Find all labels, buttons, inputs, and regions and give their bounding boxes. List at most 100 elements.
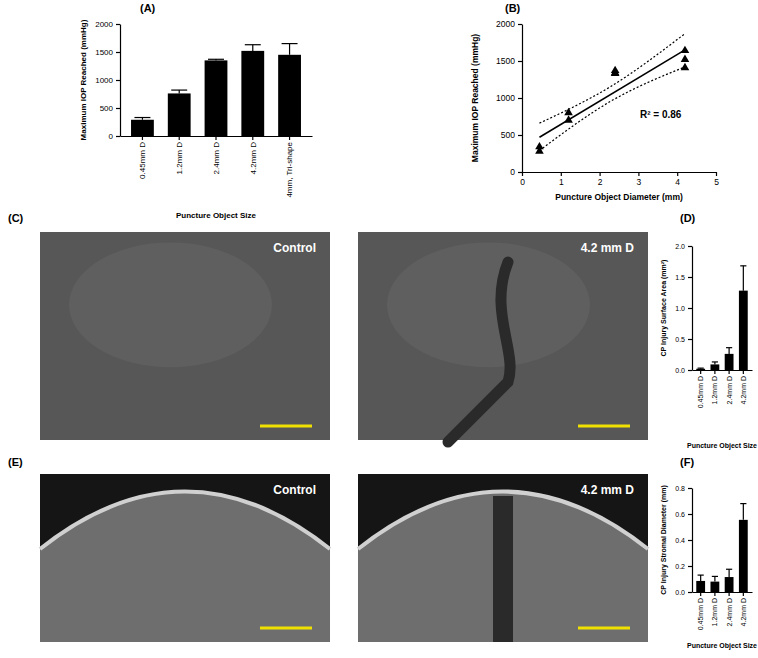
tick-mark (714, 370, 715, 374)
tick-label: 0.5 (675, 336, 685, 343)
plot-area (131, 44, 301, 136)
tick-label: 1.5 (675, 274, 685, 281)
y-axis-title: Maximum IOP Reached (mmHg) (470, 34, 480, 162)
tick-label: 0.8 (675, 485, 685, 492)
image-shading (387, 242, 590, 367)
error-bar (282, 44, 298, 55)
tick-mark (688, 308, 692, 309)
tick-label: 1.2mm D (711, 376, 718, 404)
error-stem (743, 504, 744, 520)
confidence-band (539, 34, 685, 124)
error-bar (712, 576, 718, 581)
x-axis: 0.45mm D1.2mm D2.4mm D4.2mm D (693, 370, 753, 408)
plot-area (696, 266, 747, 370)
tick-mark (677, 172, 678, 176)
x-axis: 012345 (520, 172, 719, 187)
x-axis: 0.45mm D1.2mm D2.4mm D4.2mm D4mm, Tri-sh… (121, 136, 313, 198)
tick-mark (518, 61, 522, 62)
tick-label: 2000 (95, 20, 113, 29)
tick-label: 1.2mm D (175, 142, 184, 175)
tick: 4mm, Tri-shape (285, 136, 294, 198)
image-panel (358, 232, 648, 442)
tick: 4.2mm D (740, 592, 747, 626)
tick: 0 (510, 167, 522, 177)
tick-mark (116, 136, 120, 137)
tick: 4.2mm D (740, 370, 747, 404)
tick: 5 (714, 172, 719, 187)
y-axis: 0500100015002000 (95, 20, 120, 141)
regression-line (539, 50, 685, 137)
tick: 1500 (95, 48, 120, 57)
tick-label: 1.0 (675, 305, 685, 312)
tick: 1000 (496, 93, 522, 103)
tick: 0.45mm D (697, 370, 704, 408)
tick-mark (688, 339, 692, 340)
tick-label: 4mm, Tri-shape (285, 141, 294, 197)
bar (278, 55, 301, 136)
bar (241, 51, 264, 136)
tick-label: 4.2mm D (740, 598, 747, 626)
tick: 0.0 (675, 589, 692, 596)
tick-mark (638, 172, 639, 176)
point (681, 46, 690, 53)
tick-label: 5 (714, 177, 719, 187)
tick-label: 2.4mm D (726, 598, 733, 626)
tick-mark (561, 172, 562, 176)
scale-bar (260, 425, 312, 428)
plot-area (535, 34, 689, 154)
panel-label: (C) (8, 212, 24, 224)
image-label: 4.2 mm D (581, 241, 635, 255)
scale-bar (578, 425, 630, 428)
y-axis-title: Maximum IOP Reached (mmHg) (79, 19, 88, 140)
bar (205, 60, 228, 136)
error-bar (712, 362, 718, 364)
error-cap (245, 44, 261, 45)
tick-mark (700, 592, 701, 596)
figure: (A)05001000150020000.45mm D1.2mm D2.4mm … (0, 0, 758, 658)
tick-mark (116, 80, 120, 81)
panel-label: (F) (680, 456, 694, 468)
tick-mark (215, 136, 216, 140)
tick: 0.2 (675, 563, 692, 570)
image-tissue (358, 492, 648, 643)
bar (696, 369, 705, 370)
tick-label: 1 (559, 177, 564, 187)
plot-area (696, 504, 747, 592)
tick-mark (522, 172, 523, 176)
image-label: Control (273, 241, 316, 255)
tick-mark (252, 136, 253, 140)
error-cap (712, 576, 718, 577)
tick-mark (729, 592, 730, 596)
error-bar (245, 45, 261, 51)
point (564, 115, 573, 122)
image-label: Control (273, 483, 316, 497)
tick: 0.0 (675, 367, 692, 374)
tick-label: 0 (510, 167, 515, 177)
point (564, 108, 573, 115)
tick-label: 2.0 (675, 243, 685, 250)
tick-label: 0.45mm D (697, 598, 704, 630)
tick-label: 1000 (496, 93, 515, 103)
tick-mark (116, 24, 120, 25)
x-axis-title: Puncture Object Size (687, 442, 757, 450)
image-panel (358, 474, 648, 642)
tick: 1500 (496, 56, 522, 66)
panel-label: (D) (680, 212, 696, 224)
tick-label: 1500 (95, 48, 113, 57)
confidence-band (539, 67, 685, 151)
tick-label: 4.2mm D (249, 142, 258, 175)
tick-label: 1.2mm D (711, 598, 718, 626)
tick-mark (688, 370, 692, 371)
tick: 2000 (496, 19, 522, 29)
panel-label: (B) (505, 2, 521, 14)
y-axis-title: CP Injury Stromal Diameter (mm) (660, 485, 668, 595)
tick: 500 (501, 130, 522, 140)
image-lesion (448, 262, 510, 442)
tick-label: 500 (501, 130, 515, 140)
tick-label: 3 (637, 177, 642, 187)
bar (710, 364, 719, 370)
tick-label: 4 (675, 177, 680, 187)
error-stem (289, 44, 290, 55)
point (611, 68, 620, 75)
panel-label: (E) (8, 456, 23, 468)
